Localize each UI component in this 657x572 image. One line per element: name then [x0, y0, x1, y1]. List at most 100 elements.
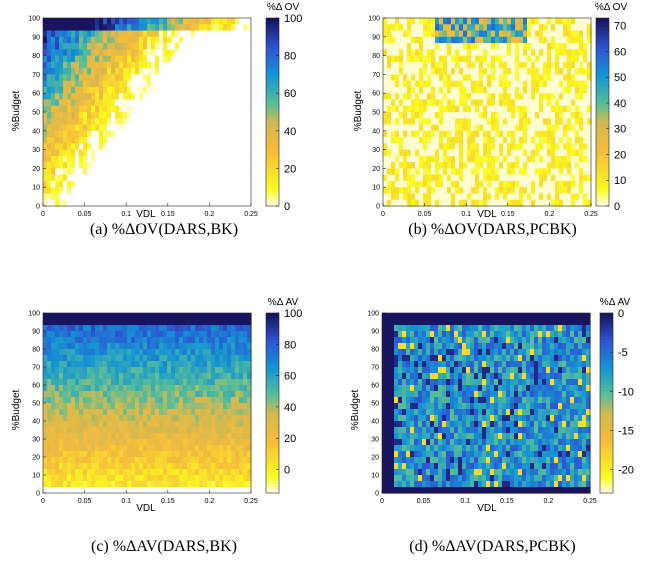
- heatmap-cell: [227, 99, 232, 107]
- heatmap-cell: [247, 30, 252, 38]
- heatmap-cell: [147, 61, 152, 69]
- heatmap-cell: [179, 367, 184, 374]
- heatmap-cell: [571, 187, 576, 195]
- heatmap-cell: [247, 155, 252, 163]
- heatmap-cell: [63, 74, 68, 82]
- heatmap-cell: [147, 118, 152, 126]
- heatmap-cell: [79, 93, 84, 101]
- heatmap-cell: [223, 361, 228, 368]
- heatmap-cell: [511, 30, 516, 38]
- heatmap-cell: [207, 162, 212, 169]
- heatmap-cell: [399, 112, 404, 119]
- heatmap-cell: [151, 130, 156, 138]
- heatmap-cell: [195, 99, 200, 107]
- heatmap-cell: [531, 118, 536, 126]
- heatmap-cell: [195, 451, 200, 458]
- heatmap-cell: [63, 439, 68, 446]
- heatmap-cell: [135, 373, 140, 380]
- heatmap-cell: [191, 105, 196, 113]
- heatmap-cell: [479, 118, 484, 126]
- heatmap-cell: [63, 130, 68, 138]
- heatmap-cell: [163, 367, 168, 374]
- heatmap-cell: [407, 162, 412, 169]
- heatmap-cell: [215, 193, 220, 201]
- heatmap-cell: [551, 99, 556, 107]
- heatmap-cell: [79, 174, 84, 182]
- heatmap-cell: [139, 427, 144, 434]
- heatmap-cell: [219, 105, 224, 113]
- heatmap-cell: [195, 30, 200, 38]
- heatmap-cell: [235, 379, 240, 386]
- heatmap-cell: [171, 30, 176, 38]
- heatmap-cell: [199, 325, 204, 332]
- heatmap-cell: [139, 409, 144, 416]
- heatmap-cell: [447, 55, 452, 63]
- heatmap-cell: [191, 99, 196, 107]
- heatmap-cell: [147, 397, 152, 404]
- heatmap-cell: [55, 409, 60, 416]
- heatmap-cell: [99, 349, 104, 356]
- heatmap-cell: [107, 409, 112, 416]
- heatmap-cell: [127, 415, 132, 422]
- heatmap-cell: [171, 355, 176, 362]
- heatmap-cell: [51, 373, 56, 380]
- heatmap-cell: [519, 174, 524, 182]
- heatmap-cell: [559, 193, 564, 201]
- heatmap-cell: [183, 427, 188, 434]
- colorbar-tick-label: 20: [284, 163, 296, 175]
- heatmap-cell: [63, 409, 68, 416]
- heatmap-cell: [91, 463, 96, 470]
- heatmap-cell: [247, 361, 252, 368]
- heatmap-cell: [167, 373, 172, 380]
- heatmap-cell: [87, 193, 92, 201]
- heatmap-cell: [243, 463, 248, 470]
- heatmap-cell: [215, 143, 220, 151]
- heatmap-cell: [511, 36, 516, 44]
- heatmap-cell: [227, 403, 232, 410]
- heatmap-cell: [451, 99, 456, 107]
- heatmap-cell: [91, 391, 96, 398]
- heatmap-cell: [443, 30, 448, 38]
- heatmap-cell: [91, 415, 96, 422]
- heatmap-cell: [543, 99, 548, 107]
- heatmap-cell: [519, 24, 524, 32]
- heatmap-cell: [199, 55, 204, 63]
- heatmap-cell: [199, 475, 204, 482]
- heatmap-cell: [247, 143, 252, 151]
- heatmap-cell: [247, 427, 252, 434]
- heatmap-cell: [427, 174, 432, 182]
- heatmap-cell: [143, 475, 148, 482]
- heatmap-cell: [507, 74, 512, 82]
- heatmap-cell: [163, 403, 168, 410]
- heatmap-cell: [83, 49, 88, 57]
- heatmap-cell: [151, 137, 156, 144]
- heatmap-cell: [159, 331, 164, 338]
- heatmap-cell: [151, 155, 156, 163]
- heatmap-cell: [107, 86, 112, 94]
- heatmap-cell: [151, 373, 156, 380]
- heatmap-cell: [51, 421, 56, 428]
- heatmap-cell: [67, 174, 72, 182]
- heatmap-cell: [139, 43, 144, 50]
- heatmap-cell: [231, 187, 236, 195]
- heatmap-cell: [543, 174, 548, 182]
- heatmap-cell: [511, 137, 516, 144]
- colorbar-swatch: [266, 58, 279, 63]
- heatmap-cell: [223, 74, 228, 82]
- heatmap-cell: [495, 49, 500, 57]
- heatmap-cell: [91, 439, 96, 446]
- heatmap-cell: [503, 24, 508, 32]
- heatmap-cell: [195, 409, 200, 416]
- heatmap-cell: [403, 36, 408, 44]
- heatmap-cell: [507, 187, 512, 195]
- heatmap-cell: [167, 391, 172, 398]
- heatmap-cell: [59, 319, 64, 326]
- heatmap-cell: [67, 162, 72, 169]
- heatmap-cell: [135, 49, 140, 57]
- heatmap-cell: [95, 193, 100, 201]
- heatmap-cell: [211, 469, 216, 476]
- heatmap-cell: [43, 331, 48, 338]
- heatmap-cell: [579, 86, 584, 94]
- heatmap-cell: [227, 343, 232, 350]
- colorbar-swatch: [266, 140, 279, 144]
